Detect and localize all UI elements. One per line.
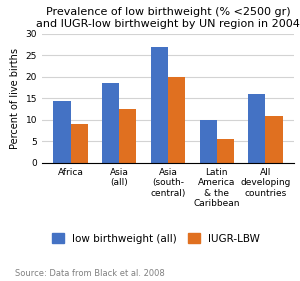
Bar — [168, 77, 185, 163]
Bar — [151, 47, 168, 163]
Y-axis label: Percent of live births: Percent of live births — [10, 48, 20, 149]
Bar — [119, 109, 136, 163]
Bar — [248, 94, 266, 163]
Text: Source: Data from Black et al. 2008: Source: Data from Black et al. 2008 — [15, 269, 165, 278]
Legend: low birthweight (all), IUGR-LBW: low birthweight (all), IUGR-LBW — [47, 229, 265, 248]
Title: Prevalence of low birthweight (% <2500 gr)
and IUGR-low birthweight by UN region: Prevalence of low birthweight (% <2500 g… — [36, 7, 300, 29]
Bar — [102, 83, 119, 163]
Bar — [70, 124, 88, 163]
Bar — [53, 101, 70, 163]
Bar — [200, 120, 217, 163]
Bar — [266, 115, 283, 163]
Bar — [217, 139, 234, 163]
